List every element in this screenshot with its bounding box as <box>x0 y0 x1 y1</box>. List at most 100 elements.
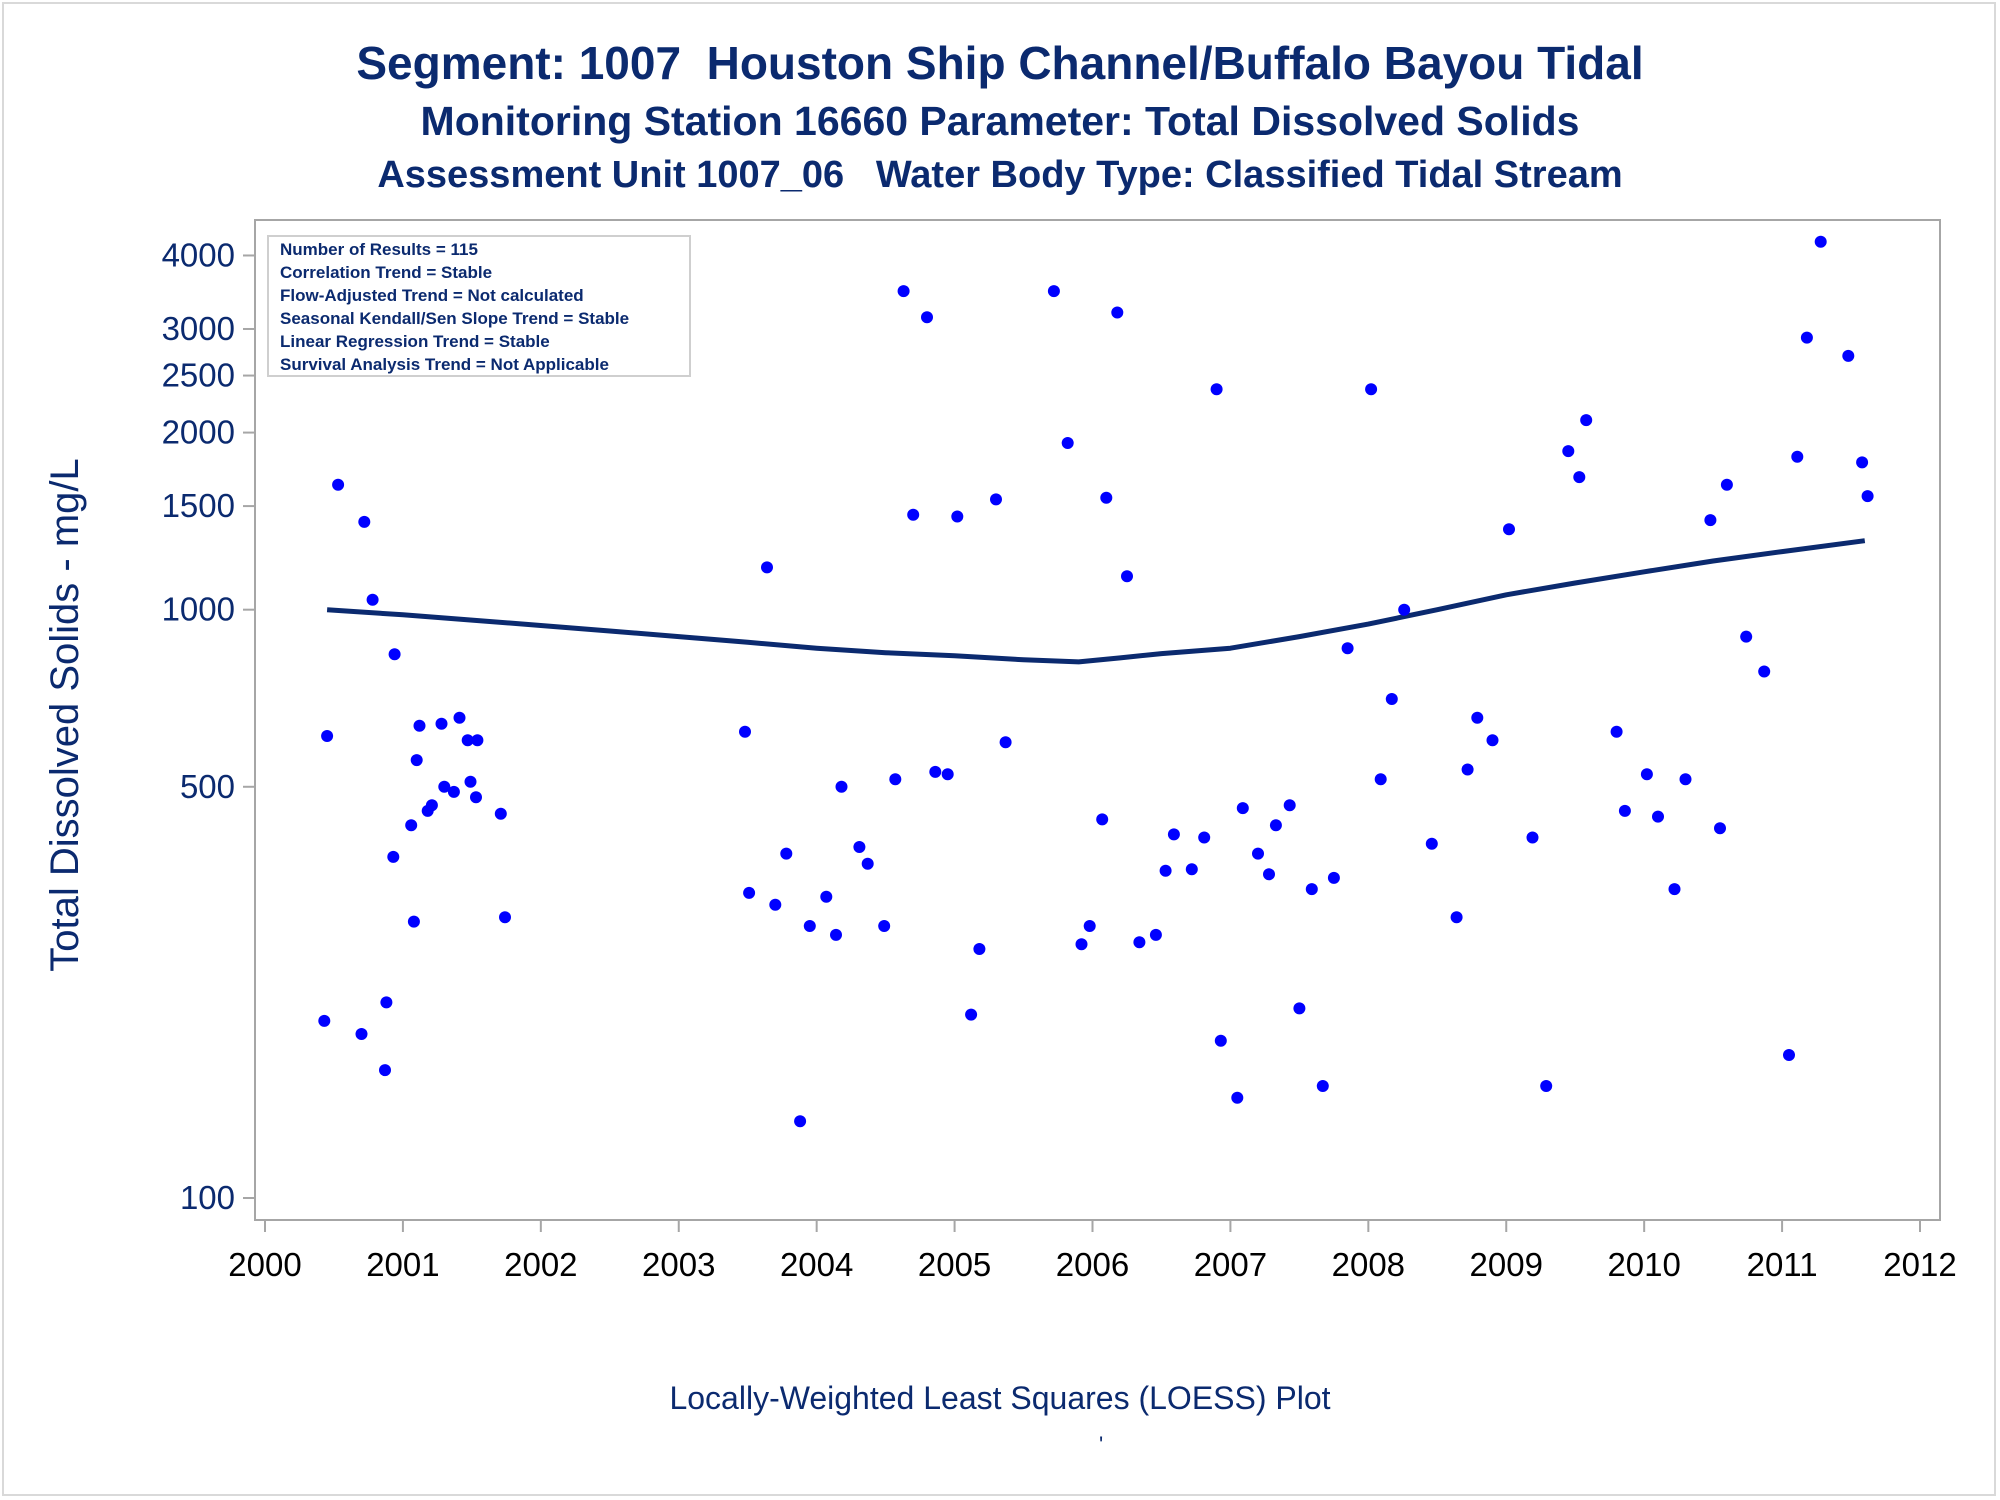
data-point <box>1185 863 1198 876</box>
data-point <box>494 807 507 820</box>
data-point <box>794 1115 807 1128</box>
data-point <box>780 847 793 860</box>
trend-info-box: Number of Results = 115 Correlation Tren… <box>267 235 691 377</box>
x-tick-label: 2000 <box>228 1246 301 1283</box>
data-point <box>1842 349 1855 362</box>
info-line-results: Number of Results = 115 <box>280 240 478 259</box>
data-point <box>769 898 782 911</box>
y-tick-label: 3000 <box>162 310 235 347</box>
footer-mark: ' <box>1099 1432 1104 1457</box>
x-tick-label: 2010 <box>1607 1246 1680 1283</box>
data-point <box>1365 383 1378 396</box>
data-point <box>761 561 773 574</box>
data-point <box>1425 837 1438 850</box>
data-point <box>1758 665 1771 678</box>
data-point <box>1100 491 1113 504</box>
data-point <box>1096 813 1109 826</box>
info-line-flow-adjusted: Flow-Adjusted Trend = Not calculated <box>280 286 584 305</box>
data-point <box>1293 1002 1306 1015</box>
data-point <box>929 765 942 778</box>
data-point <box>853 841 866 853</box>
data-point <box>425 799 438 812</box>
data-point <box>1814 235 1827 248</box>
y-tick-label: 1500 <box>162 487 235 524</box>
data-point <box>1111 306 1124 319</box>
data-point <box>897 285 910 298</box>
data-point <box>1580 414 1593 427</box>
y-tick-label: 1000 <box>162 591 235 628</box>
y-axis: 100 500 1000 1500 2000 2500 3000 4000 <box>162 236 255 1216</box>
data-point <box>1856 456 1869 469</box>
data-point <box>1800 331 1813 344</box>
x-tick-label: 2001 <box>366 1246 439 1283</box>
data-point <box>1526 831 1539 844</box>
data-point <box>405 819 418 832</box>
data-point <box>321 730 334 742</box>
data-point <box>861 857 874 870</box>
data-point <box>999 736 1012 749</box>
x-tick-label: 2011 <box>1747 1246 1818 1283</box>
data-point <box>438 780 451 793</box>
data-point <box>355 1028 368 1040</box>
x-tick-label: 2012 <box>1883 1246 1956 1283</box>
data-point <box>461 734 474 747</box>
data-point <box>366 593 379 606</box>
x-tick-label: 2004 <box>780 1246 853 1283</box>
plot-area <box>254 219 1941 1221</box>
data-point <box>1714 822 1726 835</box>
data-point <box>407 915 420 928</box>
data-point <box>830 928 842 941</box>
data-point <box>1075 938 1088 951</box>
data-point <box>1327 871 1340 884</box>
y-tick-label: 500 <box>180 768 235 805</box>
data-point <box>1374 773 1387 786</box>
data-point <box>1791 450 1804 463</box>
data-point <box>1133 936 1146 949</box>
data-point <box>413 719 426 732</box>
x-tick-label: 2006 <box>1056 1246 1129 1283</box>
data-point <box>878 920 891 932</box>
x-tick-label: 2009 <box>1470 1246 1543 1283</box>
data-point <box>1668 883 1681 896</box>
data-point <box>380 996 393 1009</box>
data-point <box>1252 847 1264 860</box>
data-point <box>1471 711 1484 724</box>
data-point <box>499 911 511 924</box>
data-point <box>1316 1080 1329 1092</box>
data-point <box>803 920 816 932</box>
data-point <box>332 478 345 491</box>
data-point <box>1861 490 1874 503</box>
data-point <box>1740 630 1753 643</box>
x-tick-label: 2008 <box>1332 1246 1405 1283</box>
chart-subtitle: Monitoring Station 16660 Parameter: Tota… <box>420 98 1580 144</box>
data-point <box>1540 1080 1553 1092</box>
y-tick-label: 4000 <box>162 236 235 273</box>
loess-layer <box>326 538 1866 665</box>
x-tick-label: 2005 <box>918 1246 991 1283</box>
data-point <box>379 1064 391 1077</box>
data-point <box>1486 734 1499 747</box>
data-point <box>739 725 751 738</box>
data-point <box>318 1014 331 1027</box>
loess-line <box>326 538 1866 665</box>
chart-title: Segment: 1007 Houston Ship Channel/Buffa… <box>356 37 1644 89</box>
data-point <box>1305 883 1318 896</box>
data-point <box>820 890 833 903</box>
info-line-correlation: Correlation Trend = Stable <box>280 263 492 282</box>
data-point <box>990 493 1002 506</box>
data-point <box>941 768 954 781</box>
data-point <box>1236 802 1249 815</box>
chart-subtitle-secondary: Assessment Unit 1007_06 Water Body Type:… <box>377 154 1623 196</box>
data-point <box>388 648 401 661</box>
data-point <box>1047 285 1060 298</box>
data-point <box>447 785 460 798</box>
data-point <box>387 850 400 863</box>
data-point <box>1573 471 1586 484</box>
data-point <box>1652 810 1664 823</box>
data-point <box>471 734 484 747</box>
data-point <box>835 780 848 793</box>
data-point <box>965 1008 978 1021</box>
data-points <box>318 235 1874 1128</box>
data-point <box>1159 864 1172 877</box>
